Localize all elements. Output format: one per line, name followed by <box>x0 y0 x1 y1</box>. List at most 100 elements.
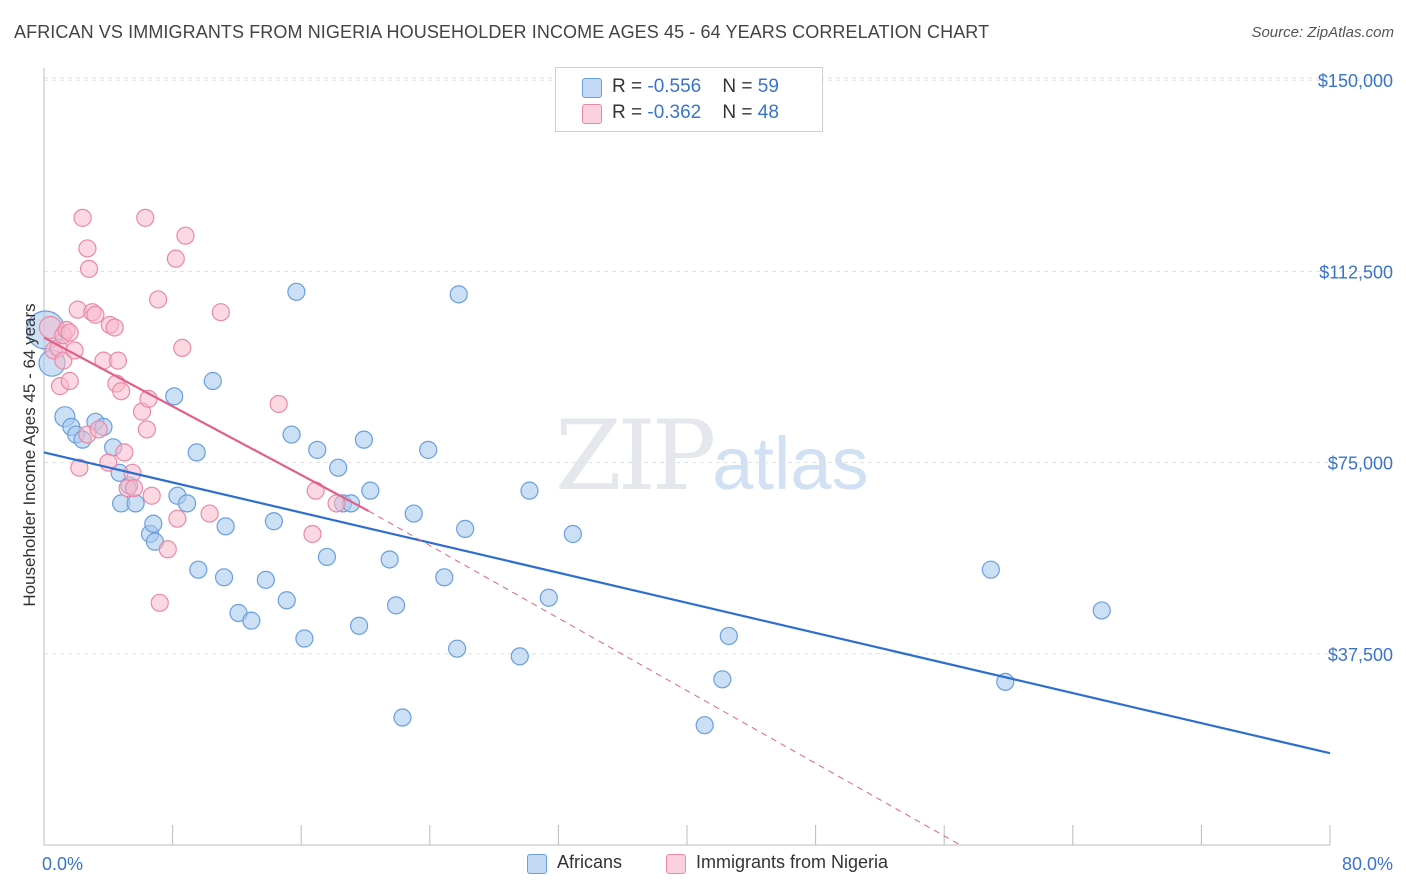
x-tick-label: 80.0% <box>1342 854 1393 874</box>
nigeria-point <box>60 371 79 391</box>
nigeria-point <box>54 351 73 370</box>
y-tick-label: $75,000 <box>1328 454 1393 474</box>
africans-point <box>981 560 1000 579</box>
africans-point <box>1092 601 1111 620</box>
africans-point <box>165 387 184 406</box>
africans-point <box>144 514 163 533</box>
africans-point <box>449 285 468 304</box>
nigeria-trend-line <box>43 336 370 513</box>
trend-lines <box>43 336 1331 846</box>
africans-point <box>295 629 314 648</box>
chart-title: AFRICAN VS IMMIGRANTS FROM NIGERIA HOUSE… <box>14 22 990 42</box>
y-tick-label: $150,000 <box>1318 71 1393 91</box>
nigeria-point <box>73 208 92 227</box>
nigeria-point <box>60 323 79 342</box>
legend-label-africans: Africans <box>557 852 623 872</box>
africans-point <box>214 568 234 587</box>
africans-point <box>216 517 235 536</box>
africans-point <box>308 440 327 459</box>
x-tick-label: 0.0% <box>42 854 83 874</box>
y-tick-labels: $37,500 $75,000 $112,500 $150,000 <box>1318 71 1393 665</box>
nigeria-point <box>173 338 192 357</box>
africans-point <box>448 639 467 658</box>
africans-point <box>354 430 373 449</box>
africans-point <box>189 560 208 579</box>
africans-point <box>520 481 539 500</box>
africans-point <box>187 443 206 462</box>
nigeria-point <box>158 540 177 559</box>
nigeria-point <box>124 478 144 498</box>
africans-point <box>563 524 582 544</box>
nigeria-trend-line <box>368 510 961 846</box>
nigeria-point <box>137 420 156 439</box>
africans-point <box>719 626 738 646</box>
y-tick-label: $112,500 <box>1319 262 1393 282</box>
source-label: Source: ZipAtlas.com <box>1251 24 1394 41</box>
legend-n-label: N = <box>722 102 758 123</box>
africans-point <box>435 568 454 587</box>
nigeria-point <box>269 394 288 414</box>
watermark-atlas: atlas <box>712 422 869 505</box>
y-tick-label: $37,500 <box>1328 645 1393 665</box>
grid-lines <box>44 77 1394 655</box>
legend-n-value-nigeria: 48 <box>757 102 779 123</box>
africans-point <box>695 716 714 735</box>
nigeria-point <box>168 509 187 528</box>
africans-trend-line <box>43 451 1331 755</box>
legend-r-value-africans: -0.556 <box>647 76 702 97</box>
africans-point <box>277 591 296 610</box>
africans-point <box>329 458 348 477</box>
africans-point <box>510 647 529 666</box>
nigeria-point <box>79 259 99 278</box>
watermark-zip: ZIP <box>555 400 716 512</box>
africans-point <box>713 670 732 689</box>
nigeria-swatch <box>582 104 602 124</box>
africans-point <box>264 512 283 531</box>
africans-point <box>386 596 406 615</box>
nigeria-point <box>70 458 89 477</box>
africans-point <box>419 440 438 459</box>
series-nigeria <box>38 208 346 612</box>
nigeria-point <box>142 486 161 505</box>
nigeria-point <box>112 382 131 401</box>
legend-n-value-africans: 59 <box>757 76 779 97</box>
nigeria-point <box>303 524 322 544</box>
x-tick-labels: 0.0% 80.0% <box>42 854 1393 874</box>
nigeria-point <box>86 305 105 324</box>
legend-r-label: R = <box>612 102 648 123</box>
africans-point <box>404 504 423 523</box>
nigeria-point <box>176 226 195 245</box>
africans-point <box>456 519 475 538</box>
africans-point <box>242 611 261 630</box>
africans-point <box>317 547 337 567</box>
africans-point <box>393 708 412 727</box>
africans-point <box>177 494 197 513</box>
nigeria-point <box>105 318 124 337</box>
nigeria-point <box>108 351 128 370</box>
africans-point <box>287 282 306 301</box>
legend-r-label: R = <box>612 76 648 97</box>
africans-swatch <box>582 78 602 98</box>
africans-point <box>256 570 275 589</box>
africans-point <box>126 494 145 513</box>
nigeria-swatch <box>666 854 686 874</box>
nigeria-point <box>150 593 169 612</box>
nigeria-point <box>78 239 97 258</box>
legend-r-value-nigeria: -0.362 <box>647 102 702 123</box>
africans-swatch <box>527 854 547 874</box>
africans-point <box>282 425 301 444</box>
africans-point <box>349 616 369 635</box>
correlation-legend: R = -0.556 N = 59 R = -0.362 N = 48 <box>555 67 823 132</box>
nigeria-point <box>115 443 134 462</box>
nigeria-point <box>166 249 185 268</box>
y-axis-label: Householder Income Ages 45 - 64 years <box>20 303 39 607</box>
africans-point <box>539 588 558 607</box>
nigeria-point <box>89 420 108 439</box>
africans-point <box>380 550 399 569</box>
legend-label-nigeria: Immigrants from Nigeria <box>696 852 889 872</box>
nigeria-point <box>211 303 230 322</box>
africans-point <box>203 371 222 391</box>
nigeria-point <box>200 504 219 523</box>
nigeria-point <box>149 290 168 309</box>
